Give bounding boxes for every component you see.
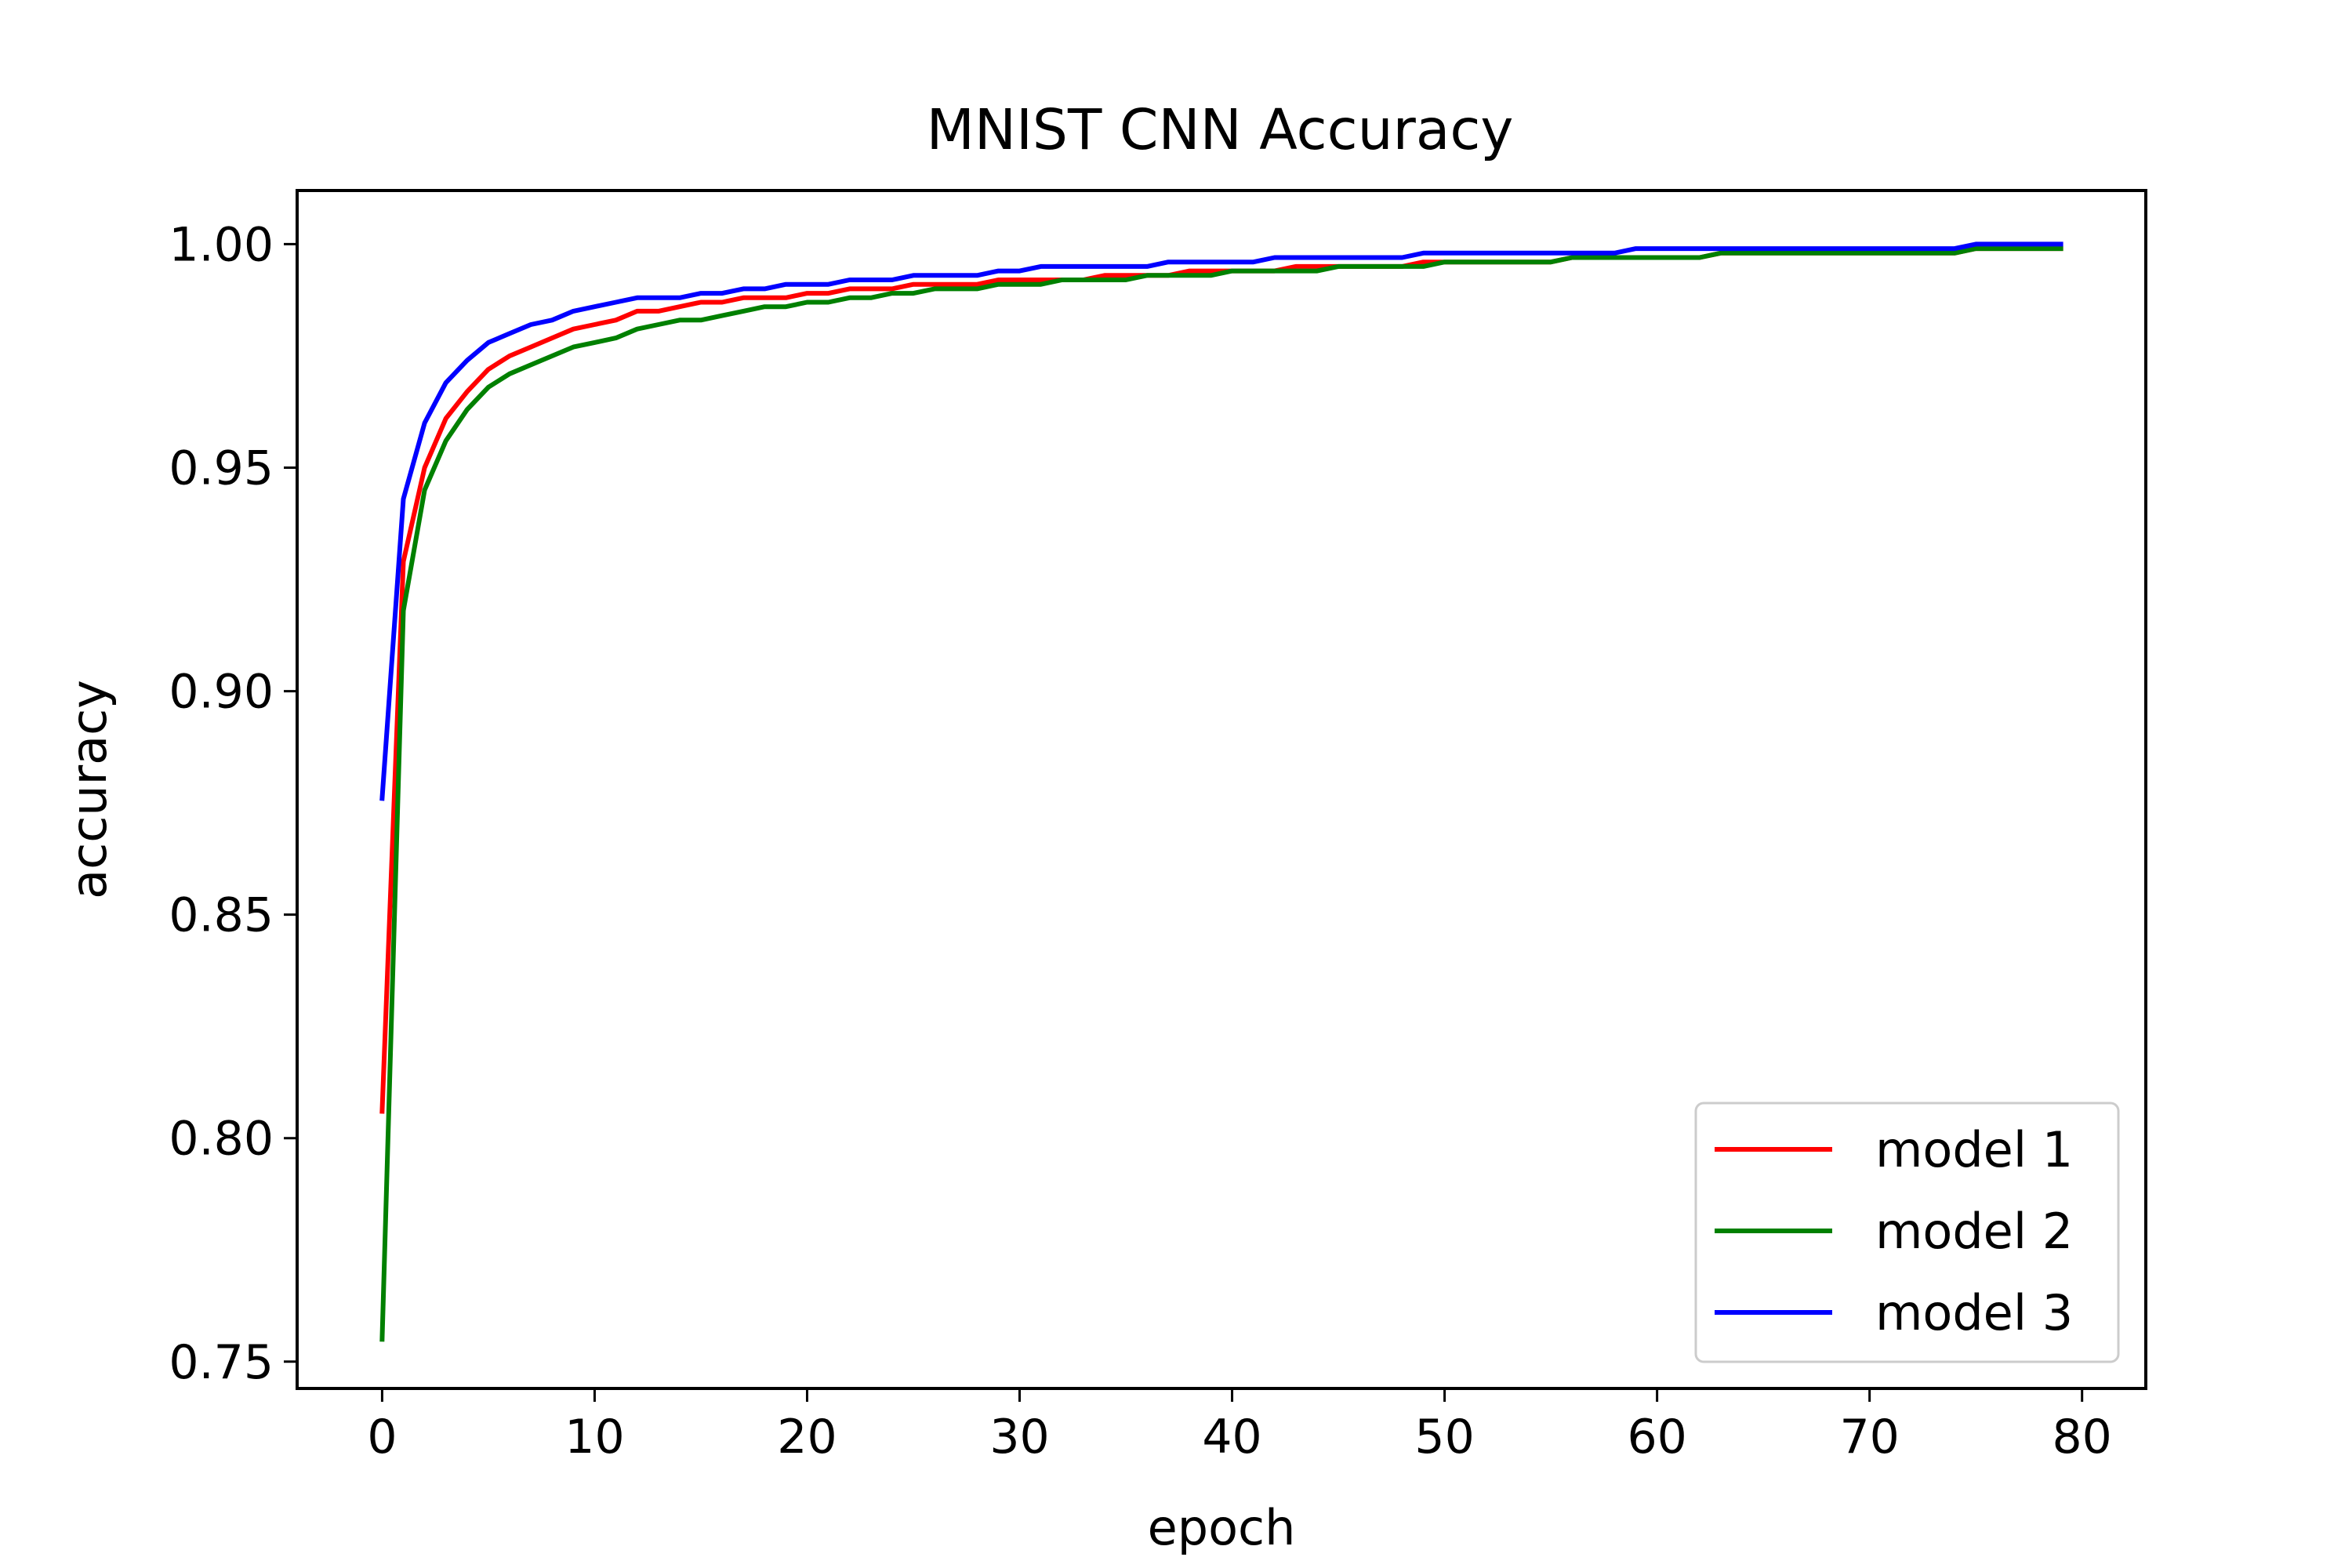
x-tick-label: 10 xyxy=(564,1410,624,1465)
y-tick-label: 0.90 xyxy=(169,665,274,720)
x-tick-label: 70 xyxy=(1839,1410,1899,1465)
x-tick-label: 20 xyxy=(777,1410,837,1465)
y-axis-label: accuracy xyxy=(60,680,118,899)
x-tick-label: 80 xyxy=(2053,1410,2112,1465)
x-axis-ticks: 0 10 20 30 40 50 60 70 80 xyxy=(367,1388,2112,1465)
y-axis-ticks: 0.75 0.80 0.85 0.90 0.95 1.00 xyxy=(169,217,297,1390)
x-tick-label: 0 xyxy=(367,1410,397,1465)
chart-title: MNIST CNN Accuracy xyxy=(927,97,1514,162)
legend-label-model-3: model 3 xyxy=(1875,1284,2073,1341)
y-tick-label: 0.85 xyxy=(169,888,274,943)
y-tick-label: 1.00 xyxy=(169,217,274,272)
legend: model 1 model 2 model 3 xyxy=(1694,1102,2120,1363)
y-tick-label: 0.75 xyxy=(169,1335,274,1390)
x-axis-label: epoch xyxy=(1148,1499,1296,1556)
y-tick-label: 0.80 xyxy=(169,1112,274,1167)
series-lines xyxy=(379,241,2063,1342)
x-tick-label: 40 xyxy=(1202,1410,1261,1465)
series-line-model-3 xyxy=(379,241,2063,801)
legend-box xyxy=(1694,1102,2120,1363)
legend-label-model-2: model 2 xyxy=(1875,1203,2073,1260)
series-line-model-2 xyxy=(379,246,2063,1342)
y-tick-label: 0.95 xyxy=(169,441,274,495)
x-tick-label: 50 xyxy=(1414,1410,1474,1465)
x-tick-label: 30 xyxy=(989,1410,1049,1465)
legend-items: model 1 model 2 model 3 xyxy=(1715,1121,2073,1341)
legend-label-model-1: model 1 xyxy=(1875,1121,2073,1178)
plot-frame xyxy=(296,189,2147,1390)
x-tick-label: 60 xyxy=(1627,1410,1686,1465)
